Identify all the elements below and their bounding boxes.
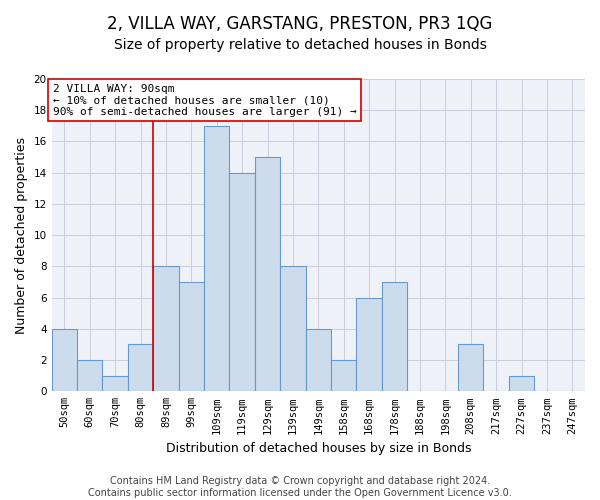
Bar <box>331 360 356 392</box>
Text: 2 VILLA WAY: 90sqm
← 10% of detached houses are smaller (10)
90% of semi-detache: 2 VILLA WAY: 90sqm ← 10% of detached hou… <box>53 84 356 117</box>
Bar <box>305 329 331 392</box>
Y-axis label: Number of detached properties: Number of detached properties <box>15 136 28 334</box>
Bar <box>229 172 255 392</box>
Bar <box>153 266 179 392</box>
Bar <box>356 298 382 392</box>
Bar <box>509 376 534 392</box>
Bar <box>458 344 484 392</box>
Bar <box>128 344 153 392</box>
Bar <box>179 282 204 392</box>
Bar <box>255 157 280 392</box>
Text: Size of property relative to detached houses in Bonds: Size of property relative to detached ho… <box>113 38 487 52</box>
Text: 2, VILLA WAY, GARSTANG, PRESTON, PR3 1QG: 2, VILLA WAY, GARSTANG, PRESTON, PR3 1QG <box>107 15 493 33</box>
Bar <box>204 126 229 392</box>
Bar <box>280 266 305 392</box>
Bar <box>103 376 128 392</box>
Bar <box>52 329 77 392</box>
Bar <box>77 360 103 392</box>
X-axis label: Distribution of detached houses by size in Bonds: Distribution of detached houses by size … <box>166 442 471 455</box>
Bar <box>382 282 407 392</box>
Text: Contains HM Land Registry data © Crown copyright and database right 2024.
Contai: Contains HM Land Registry data © Crown c… <box>88 476 512 498</box>
